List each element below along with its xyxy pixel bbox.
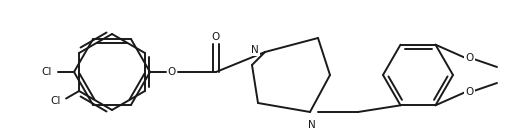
- Text: O: O: [168, 67, 176, 77]
- Text: Cl: Cl: [42, 67, 52, 77]
- Text: O: O: [212, 32, 220, 42]
- Text: Cl: Cl: [51, 95, 61, 105]
- Text: O: O: [465, 53, 473, 63]
- Text: O: O: [465, 87, 473, 97]
- Text: N: N: [308, 120, 316, 130]
- Text: N: N: [251, 45, 259, 55]
